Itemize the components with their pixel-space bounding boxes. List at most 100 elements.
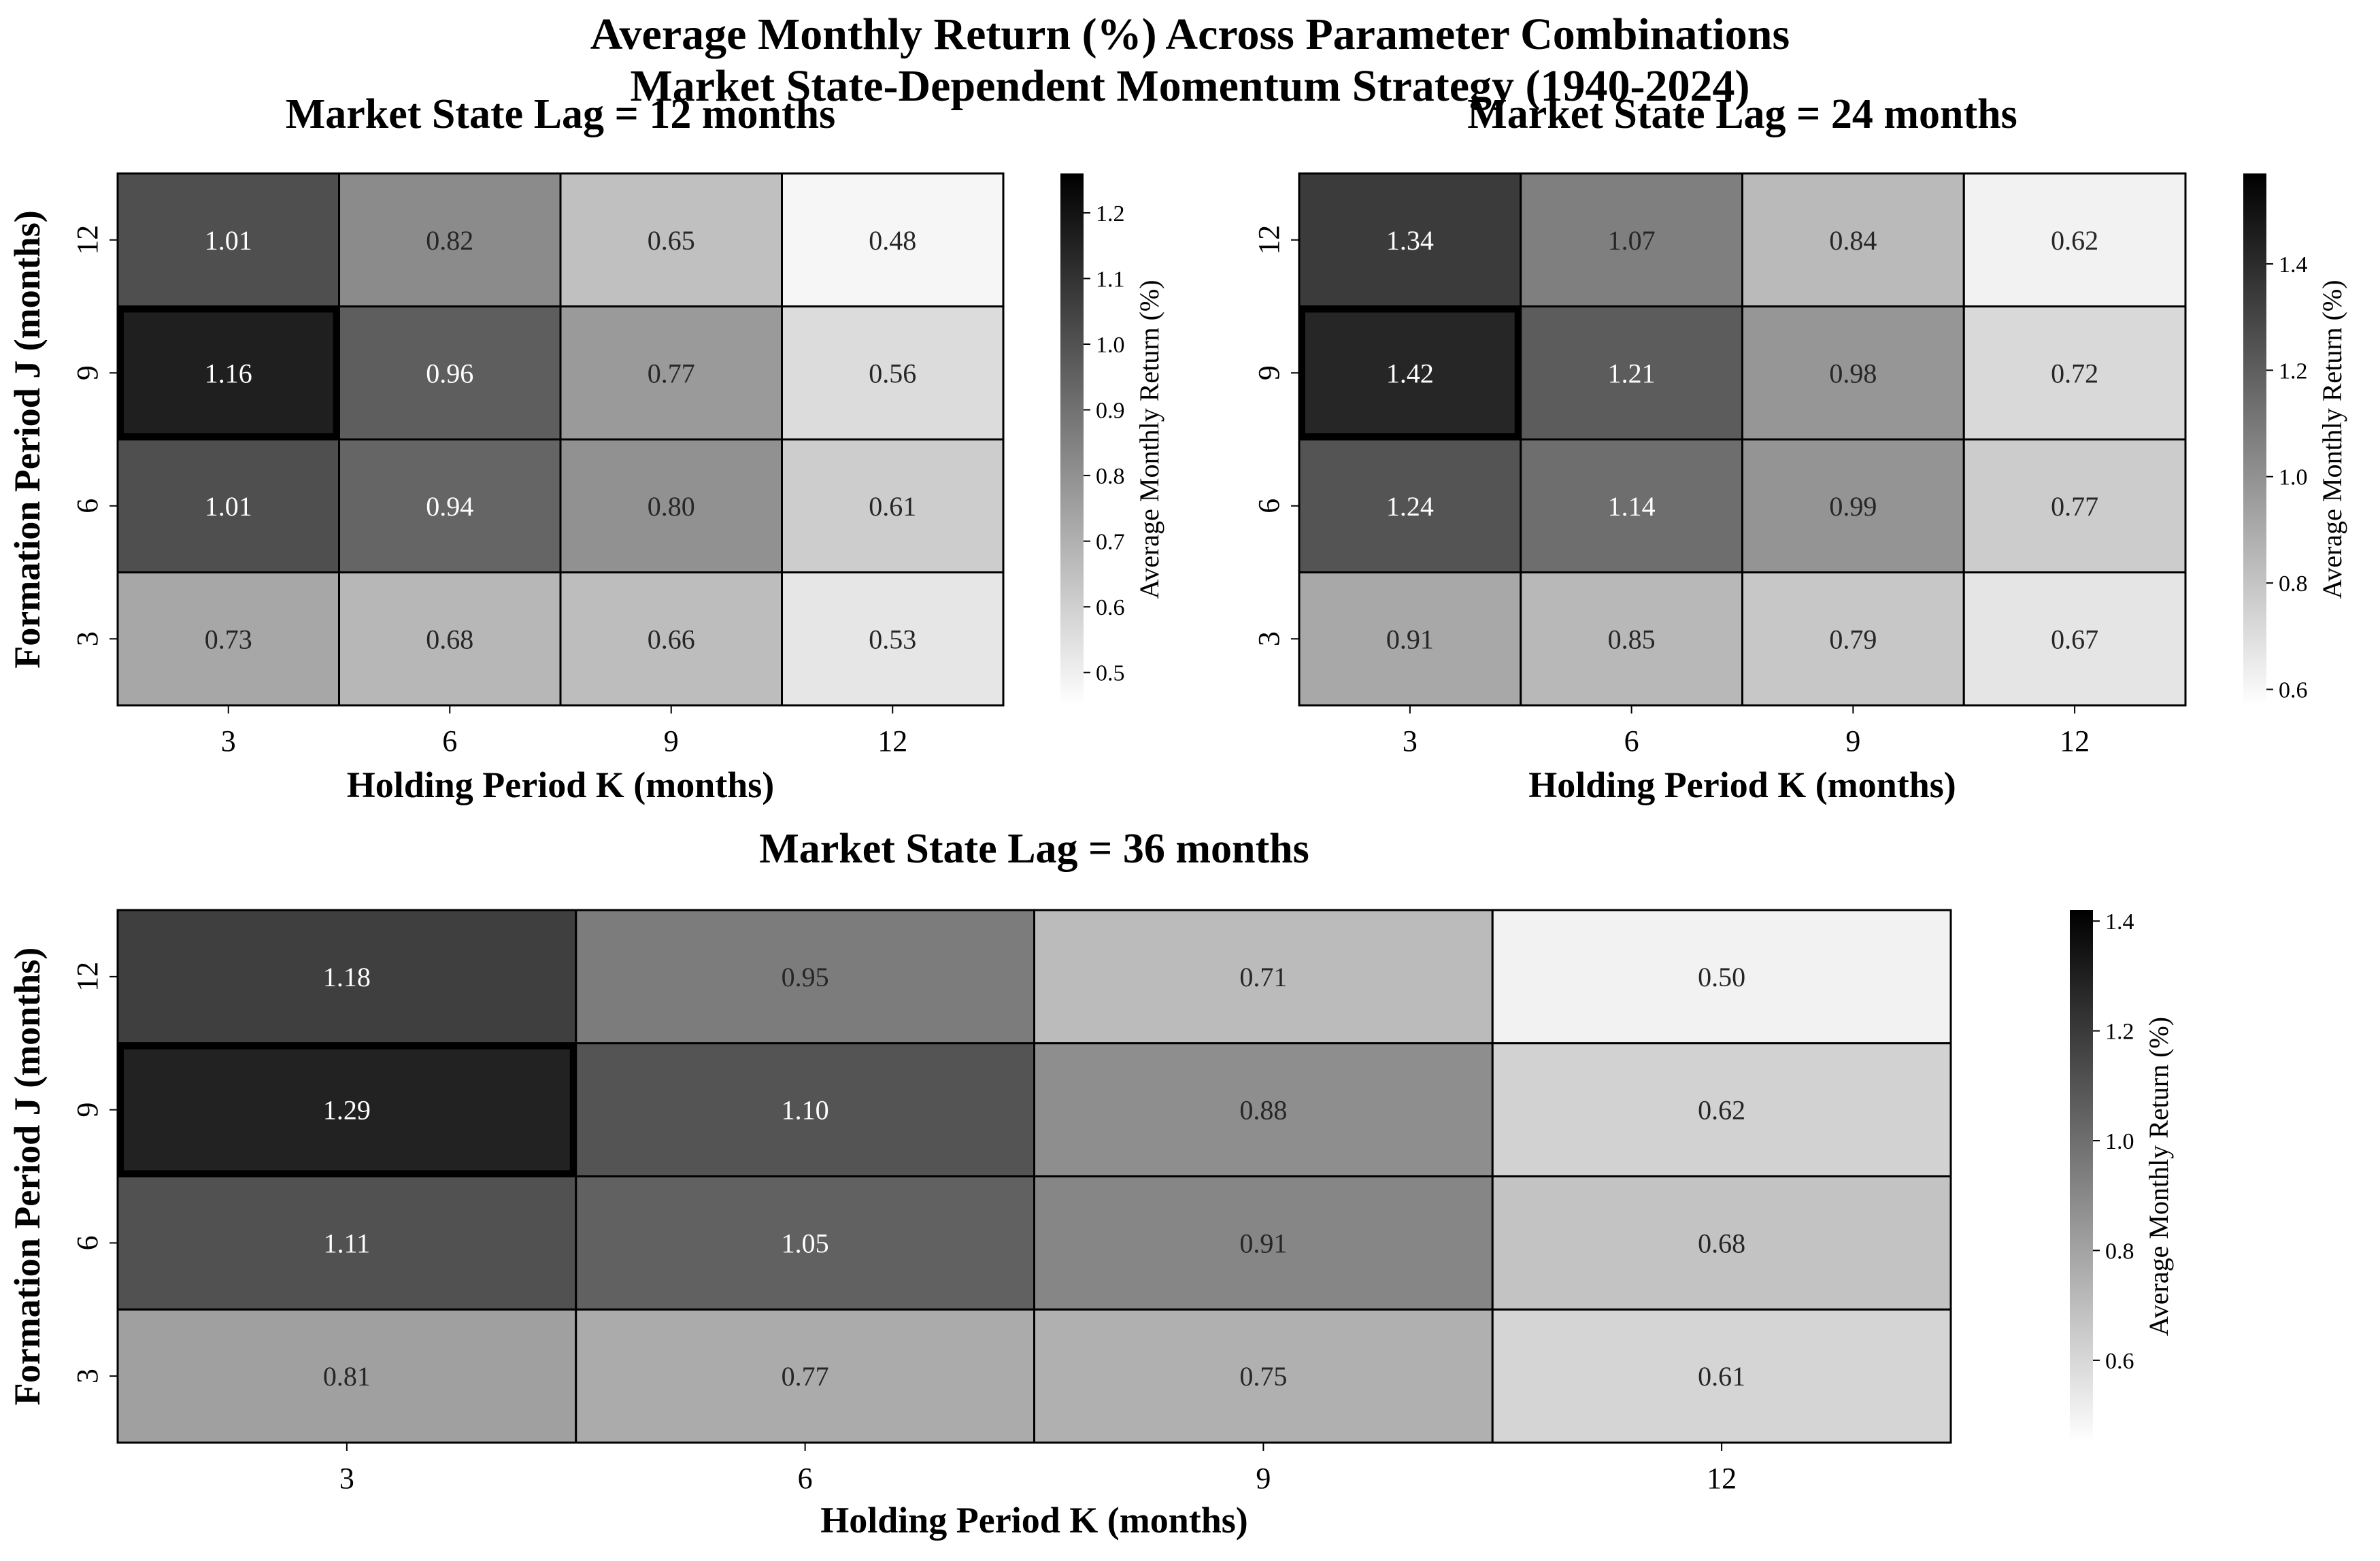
- x-tick-label: 12: [1707, 1462, 1737, 1495]
- y-tick-label: 9: [71, 365, 104, 380]
- y-tick-label: 3: [71, 631, 104, 646]
- heatmap-panel-2: 1.34 1.07 0.84 0.62 1.42 1.21 0.98 0.72 1.24 1.14…: [1252, 91, 2347, 805]
- panel-title: Market State Lag = 12 months: [286, 91, 836, 137]
- y-axis-label: Formation Period J (months): [7, 947, 48, 1405]
- cell-value-label: 1.14: [1608, 491, 1656, 522]
- cell-value-label: 0.73: [205, 624, 252, 654]
- y-tick-label: 3: [71, 1369, 104, 1383]
- colorbar-label: Average Monthly Return (%): [2143, 1017, 2174, 1336]
- heatmap-cell: [338, 305, 562, 441]
- x-tick-label: 12: [877, 724, 907, 758]
- heatmap-cell: [575, 1308, 1035, 1444]
- cell-value-label: 1.07: [1608, 225, 1656, 256]
- heatmap-cell: [1520, 571, 1743, 707]
- highlight-best-cell: [117, 1042, 577, 1177]
- colorbar-label: Average Monthly Return (%): [1134, 280, 1164, 599]
- cell-value-label: 0.62: [2051, 225, 2098, 256]
- heatmap-cell: [781, 438, 1005, 573]
- cell-value-label: 0.71: [1239, 962, 1287, 992]
- y-tick-label: 12: [71, 962, 104, 992]
- y-tick-label: 12: [1252, 225, 1286, 255]
- colorbar-tick-label: 0.8: [2105, 1239, 2134, 1264]
- y-axis-label: Formation Period J (months): [7, 210, 48, 668]
- colorbar-tick-label: 0.5: [1096, 661, 1125, 686]
- cell-value-label: 0.77: [648, 358, 695, 388]
- cell-value-label: 1.01: [205, 491, 252, 522]
- cell-value-label: 0.61: [869, 491, 916, 522]
- heatmap-cell: [1520, 305, 1743, 441]
- cell-value-label: 0.68: [426, 624, 473, 654]
- heatmap-cell: [1741, 172, 1965, 307]
- cell-value-label: 1.18: [323, 962, 371, 992]
- cell-value-label: 0.56: [869, 358, 916, 388]
- colorbar-tick-label: 0.6: [2105, 1349, 2134, 1374]
- heatmap-cell: [116, 571, 340, 707]
- cell-value-label: 0.81: [323, 1361, 371, 1392]
- cell-value-label: 0.82: [426, 225, 473, 256]
- y-tick-label: 6: [71, 1235, 104, 1250]
- x-tick-label: 3: [221, 724, 236, 758]
- highlight-best-cell: [117, 305, 340, 440]
- heatmap-cell: [781, 305, 1005, 441]
- cell-value-label: 0.77: [782, 1361, 829, 1392]
- heatmap-cell: [575, 1042, 1035, 1177]
- cell-value-label: 0.62: [1698, 1095, 1745, 1126]
- x-axis-label: Holding Period K (months): [820, 1500, 1248, 1541]
- y-tick-label: 3: [1252, 631, 1286, 646]
- x-tick-label: 6: [798, 1462, 813, 1495]
- heatmap-cell: [1298, 172, 1522, 307]
- cell-value-label: 0.91: [1239, 1228, 1287, 1258]
- x-tick-label: 9: [1256, 1462, 1271, 1495]
- colorbar: [2070, 910, 2093, 1443]
- heatmap-cell: [1741, 305, 1965, 441]
- cell-value-label: 1.05: [782, 1228, 829, 1258]
- cell-value-label: 0.91: [1386, 624, 1434, 654]
- heatmap-cell: [338, 571, 562, 707]
- colorbar-tick-label: 0.6: [2279, 678, 2308, 703]
- panel-title: Market State Lag = 36 months: [759, 826, 1309, 872]
- heatmap-cell: [1962, 438, 2187, 573]
- heatmap-cell: [1741, 571, 1965, 707]
- cell-value-label: 0.99: [1829, 491, 1877, 522]
- heatmap-cell: [1520, 438, 1743, 573]
- x-tick-label: 9: [1845, 724, 1860, 758]
- colorbar-tick-label: 1.0: [2105, 1129, 2134, 1154]
- cell-value-label: 1.21: [1608, 358, 1656, 388]
- cell-value-label: 0.94: [426, 491, 473, 522]
- figure-title-line1: Average Monthly Return (%) Across Parame…: [590, 10, 1790, 59]
- heatmap-cell: [116, 1308, 577, 1444]
- cell-value-label: 0.88: [1239, 1095, 1287, 1126]
- heatmap-cell: [1033, 909, 1494, 1045]
- cell-value-label: 0.72: [2051, 358, 2098, 388]
- figure-title-line2: Market State-Dependent Momentum Strategy…: [630, 61, 1750, 111]
- x-tick-label: 3: [339, 1462, 354, 1495]
- heatmap-cell: [559, 305, 783, 441]
- cell-value-label: 0.50: [1698, 962, 1745, 992]
- cell-value-label: 0.79: [1829, 624, 1877, 654]
- cell-value-label: 0.61: [1698, 1361, 1745, 1392]
- heatmap-cell: [781, 172, 1005, 307]
- cell-value-label: 0.65: [648, 225, 695, 256]
- heatmap-cell: [1491, 909, 1952, 1045]
- colorbar-tick-label: 1.4: [2279, 252, 2308, 278]
- colorbar-tick-label: 0.7: [1096, 530, 1125, 555]
- colorbar-tick-label: 1.2: [2105, 1020, 2134, 1045]
- cell-value-label: 0.95: [782, 962, 829, 992]
- panel-title: Market State Lag = 24 months: [1467, 91, 2017, 137]
- colorbar-tick-label: 1.2: [1096, 201, 1125, 226]
- cell-value-label: 0.53: [869, 624, 916, 654]
- cell-value-label: 1.16: [205, 358, 252, 388]
- x-axis-label: Holding Period K (months): [347, 765, 775, 805]
- cell-value-label: 1.34: [1386, 225, 1434, 256]
- y-tick-label: 12: [71, 225, 104, 255]
- heatmap-cell: [781, 571, 1005, 707]
- cell-value-label: 0.85: [1608, 624, 1656, 654]
- colorbar-label: Average Monthly Return (%): [2317, 280, 2347, 599]
- y-tick-label: 6: [1252, 499, 1286, 514]
- highlight-best-cell: [1298, 305, 1522, 440]
- colorbar-tick-label: 1.2: [2279, 358, 2308, 384]
- heatmap-cell: [575, 1175, 1035, 1311]
- cell-value-label: 0.68: [1698, 1228, 1745, 1258]
- cell-value-label: 0.48: [869, 225, 916, 256]
- x-tick-label: 3: [1403, 724, 1418, 758]
